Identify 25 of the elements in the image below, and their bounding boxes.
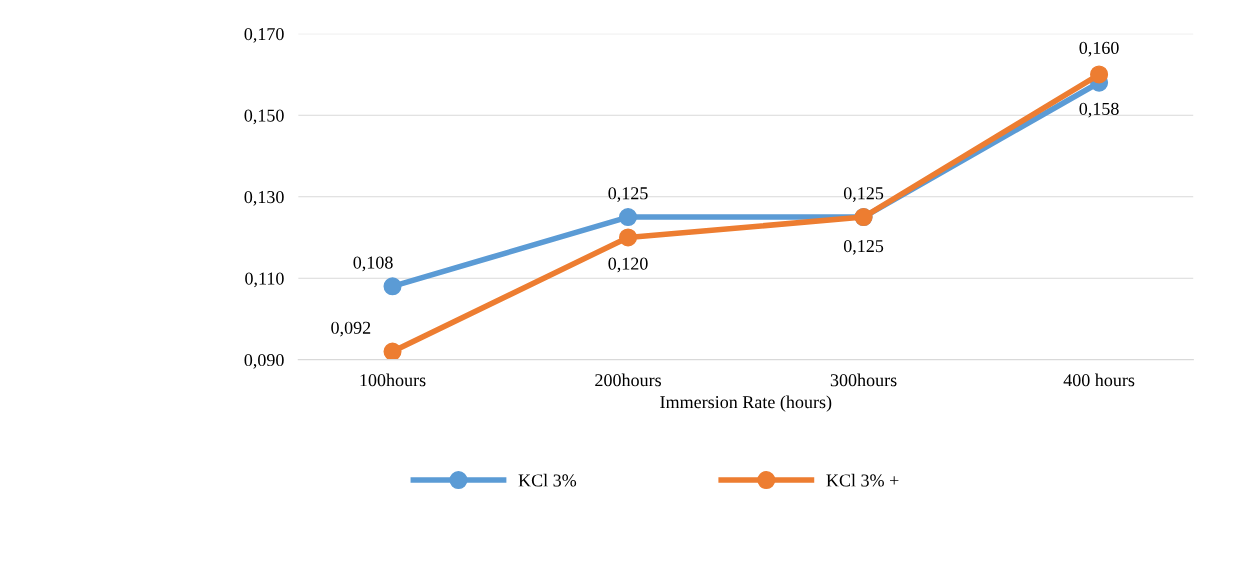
data-label: 0,125 bbox=[843, 239, 884, 255]
point bbox=[619, 208, 638, 227]
data-label: 0,120 bbox=[608, 257, 648, 273]
legend-label: KCl 3% + bbox=[826, 473, 899, 487]
data-label: 0,160 bbox=[1079, 41, 1119, 57]
x-tick-label: 300hours bbox=[830, 373, 897, 387]
point bbox=[619, 228, 638, 247]
y-tick-label: 0,150 bbox=[244, 109, 284, 125]
y-tick-label: 0,170 bbox=[244, 27, 284, 43]
data-label: 0,125 bbox=[608, 187, 648, 202]
data-label: 0,158 bbox=[1079, 102, 1119, 118]
data-label: 0,125 bbox=[843, 187, 884, 202]
point bbox=[383, 342, 402, 360]
x-tick-label: 200hours bbox=[595, 373, 661, 387]
point bbox=[383, 277, 402, 296]
x-tick-label: 400 hours bbox=[1063, 373, 1135, 387]
y-tick-label: 0,130 bbox=[244, 190, 284, 206]
point bbox=[1090, 65, 1109, 84]
data-label: 0,108 bbox=[353, 256, 393, 272]
data-label: 0,092 bbox=[331, 321, 371, 337]
x-tick-label: 100hours bbox=[360, 373, 426, 387]
legend-label: KCl 3% bbox=[518, 473, 577, 487]
x-axis-title: Immersion Rate (hours) bbox=[660, 395, 832, 412]
y-tick-label: 0,090 bbox=[244, 353, 284, 369]
y-tick-label: 0,110 bbox=[245, 272, 284, 288]
